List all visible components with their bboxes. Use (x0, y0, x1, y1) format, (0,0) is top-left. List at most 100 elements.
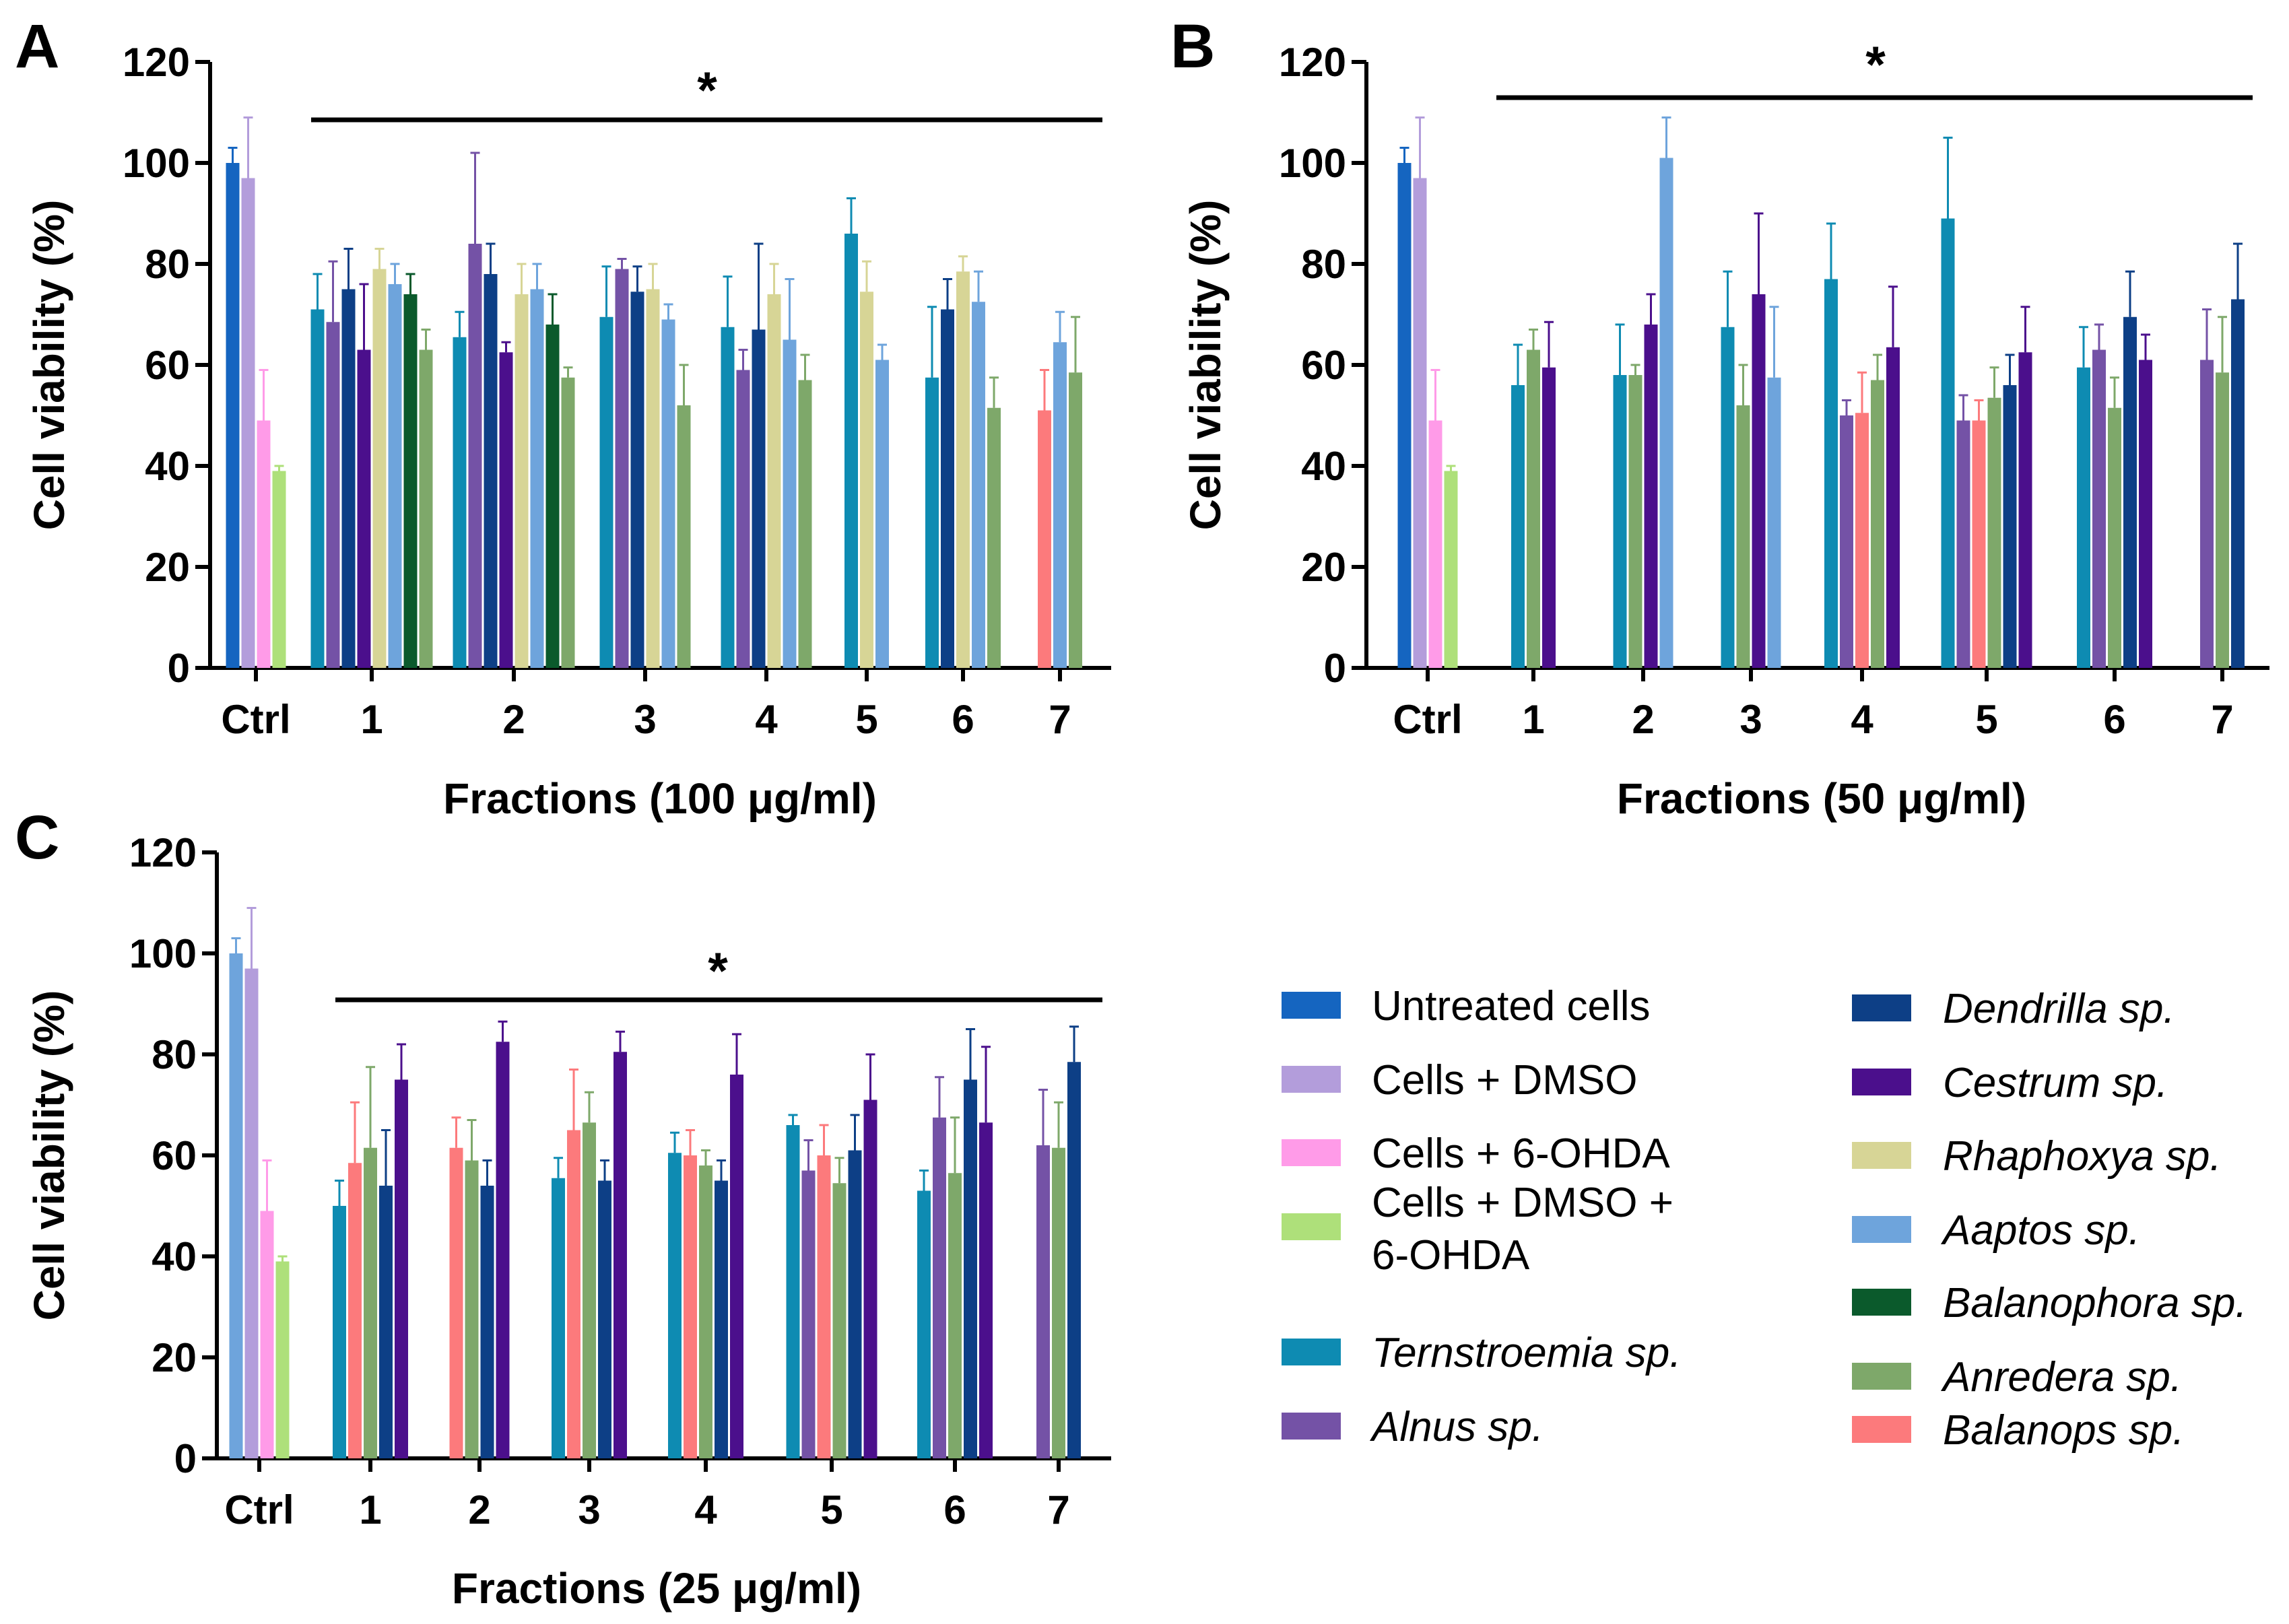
bar-1-cestrum-sp (395, 1079, 408, 1458)
legend-item-balanops-sp: Balanops sp. (1852, 1407, 2184, 1454)
bar-6-dendrilla-sp (2123, 316, 2137, 668)
legend-label: Dendrilla sp. (1943, 986, 2175, 1032)
panel-letter-a: A (15, 12, 59, 81)
legend-label: Untreated cells (1372, 983, 1651, 1029)
bar-4-alnus-sp (736, 370, 750, 668)
bar-ctrl-untreated-cells (1397, 163, 1412, 668)
bar-2-balanophora-sp (545, 325, 560, 668)
bar-4-dendrilla-sp (715, 1180, 728, 1458)
bar-1-anredera-sp (419, 349, 433, 668)
y-tick-label: 120 (123, 40, 190, 85)
x-tick-label-4: 4 (1851, 697, 1873, 742)
y-tick-label: 60 (1301, 343, 1346, 388)
legend-item-cells-dmso: Cells + DMSO (1282, 1057, 1637, 1104)
bar-ctrl-cells-dmso (241, 178, 255, 668)
legend-swatch (1282, 1066, 1341, 1093)
x-tick-label-7: 7 (2211, 697, 2233, 742)
legend-label: Ternstroemia sp. (1372, 1330, 1681, 1376)
bar-7-anredera-sp (1069, 372, 1082, 668)
bar-ctrl-cells-dmso-6-ohda (275, 1261, 290, 1458)
x-tick-label-5: 5 (855, 697, 877, 742)
bar-4-balanops-sp (1855, 413, 1869, 668)
chart-panel-a: A 0 20 40 60 80 100 120 Cell viability (%) Ctrl 1 2… (15, 12, 1111, 823)
bar-2-anredera-sp (1628, 375, 1643, 668)
bar-3-ternstroemia-sp (552, 1178, 565, 1458)
x-axis-title: Fractions (50 μg/ml) (1617, 774, 2026, 823)
bar-7-dendrilla-sp (2231, 299, 2245, 668)
bar-1-ternstroemia-sp (1511, 385, 1525, 668)
bar-7-anredera-sp (2216, 372, 2229, 668)
x-tick-label-2: 2 (502, 697, 525, 742)
x-axis-title: Fractions (100 μg/ml) (443, 774, 877, 823)
bar-4-anredera-sp (699, 1165, 712, 1458)
bar-2-balanops-sp (449, 1147, 463, 1458)
x-tick-label-7: 7 (1047, 1487, 1069, 1532)
y-tick-label: 0 (174, 1436, 197, 1481)
y-tick-label: 100 (129, 931, 197, 976)
legend-swatch (1852, 1216, 1911, 1243)
y-tick-label: 40 (152, 1234, 197, 1279)
y-tick-label: 100 (1279, 141, 1346, 186)
bar-4-ternstroemia-sp (1824, 279, 1838, 668)
bar-1-cestrum-sp (1542, 367, 1556, 668)
x-tick-label-1: 1 (359, 1487, 381, 1532)
bar-2-ternstroemia-sp (453, 337, 467, 668)
x-tick-label-4: 4 (694, 1487, 717, 1532)
bar-7-alnus-sp (2200, 360, 2214, 668)
legend-item-anredera-sp: Anredera sp. (1852, 1354, 2182, 1400)
legend-item-balanophora-sp: Balanophora sp. (1852, 1280, 2247, 1326)
y-tick-label: 20 (145, 545, 190, 590)
bar-1-ternstroemia-sp (333, 1206, 346, 1458)
y-tick-label: 0 (1324, 646, 1346, 691)
bar-5-balanops-sp (1972, 420, 1986, 668)
legend-label: Alnus sp. (1369, 1404, 1544, 1450)
y-tick-label: 60 (152, 1133, 197, 1178)
bar-5-ternstroemia-sp (786, 1125, 800, 1458)
x-tick-label-2: 2 (468, 1487, 490, 1532)
x-tick-label-6: 6 (952, 697, 974, 742)
x-tick-label-1: 1 (1522, 697, 1544, 742)
legend-item-dendrilla-sp: Dendrilla sp. (1852, 986, 2175, 1032)
legend-label: Rhaphoxya sp. (1943, 1133, 2222, 1180)
bar-6-anredera-sp (2108, 407, 2121, 668)
bar-6-cestrum-sp (979, 1122, 993, 1458)
x-axis-title: Fractions (25 μg/ml) (452, 1564, 861, 1613)
bar-ctrl-untreated-cells (226, 163, 240, 668)
bar-5-rhaphoxya-sp (860, 292, 873, 668)
legend-item-cestrum-sp: Cestrum sp. (1852, 1060, 2168, 1106)
legend-swatch (1852, 994, 1911, 1021)
bar-ctrl-cells-6-ohda (257, 420, 271, 668)
bar-1-dendrilla-sp (341, 289, 356, 668)
bar-ctrl-aaptos-sp (229, 953, 243, 1458)
bar-2-dendrilla-sp (484, 274, 498, 668)
bar-7-aaptos-sp (1053, 342, 1067, 668)
y-tick-label: 20 (152, 1335, 197, 1380)
bar-4-dendrilla-sp (752, 329, 766, 668)
bar-ctrl-cells-dmso-6-ohda (1444, 471, 1458, 668)
legend-swatch (1282, 1339, 1341, 1365)
y-axis-title: Cell viability (%) (25, 200, 73, 531)
bar-6-ternstroemia-sp (2077, 367, 2090, 668)
bar-6-anredera-sp (948, 1173, 962, 1458)
x-tick-label-3: 3 (578, 1487, 600, 1532)
panel-letter-b: B (1170, 12, 1215, 81)
bar-6-alnus-sp (933, 1117, 946, 1458)
bar-5-dendrilla-sp (2003, 385, 2017, 668)
bar-5-balanops-sp (817, 1155, 831, 1458)
panel-letter-c: C (15, 803, 59, 872)
bar-7-dendrilla-sp (1067, 1062, 1081, 1458)
bar-6-aaptos-sp (972, 302, 985, 668)
legend: Untreated cells Cells + DMSO Cells + 6-OHD… (1282, 983, 2247, 1454)
legend-item-alnus-sp: Alnus sp. (1282, 1404, 1544, 1450)
legend-swatch (1852, 1416, 1911, 1443)
bar-2-aaptos-sp (530, 289, 544, 668)
bar-5-anredera-sp (832, 1183, 847, 1458)
bar-4-balanops-sp (684, 1155, 697, 1458)
bar-1-ternstroemia-sp (310, 309, 325, 668)
legend-label: Cells + DMSO (1372, 1057, 1637, 1104)
legend-swatch (1282, 992, 1341, 1019)
bar-1-anredera-sp (364, 1147, 377, 1458)
y-axis-title: Cell viability (%) (25, 990, 73, 1321)
legend-swatch (1852, 1289, 1911, 1316)
bar-3-aaptos-sp (661, 319, 675, 668)
